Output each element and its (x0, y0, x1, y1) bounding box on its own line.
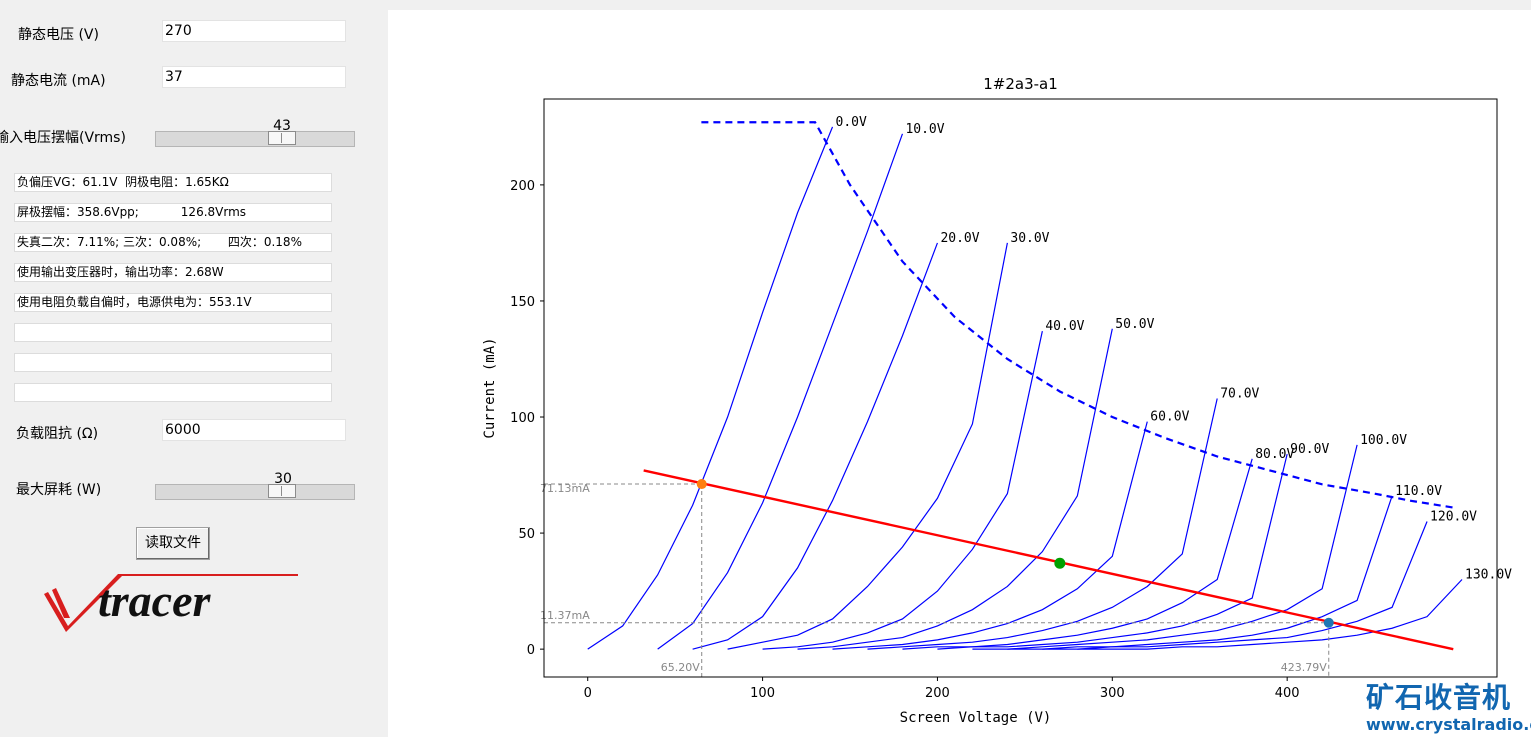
curve-label-70.0V: 70.0V (1220, 386, 1259, 401)
curve-label-10.0V: 10.0V (905, 122, 944, 137)
y-axis-label: Current (mA) (482, 337, 498, 438)
result-supply-voltage: 使用电阻负载自偏时，电源供电为：553.1V (14, 293, 332, 312)
curve-80.0V (902, 458, 1253, 650)
load-line (643, 469, 1454, 651)
curve-40.0V (762, 331, 1043, 650)
max-dissipation-label: 最大屏耗 (W) (16, 482, 102, 498)
logo-text: tracer (98, 575, 212, 626)
watermark: 矿石收音机 www.crystalradio.cn (1360, 676, 1531, 737)
annot-i-min: 11.37mA (540, 609, 590, 622)
y-tick-label-150: 150 (510, 295, 535, 310)
axes-frame (543, 98, 1498, 678)
plot-area: 1#2a3-a1 0.0V 10.0V 20.0V 30.0V 40.0V 50.0V 60.… (388, 10, 1531, 737)
result-distortion: 失真二次：7.11%; 三次：0.08%; 四次：0.18% (14, 233, 332, 252)
curve-90.0V (937, 454, 1288, 650)
curve-label-100.0V: 100.0V (1360, 433, 1407, 448)
max-dissipation-value: 30 (274, 471, 292, 487)
curve-label-40.0V: 40.0V (1045, 319, 1084, 334)
read-file-button[interactable]: 读取文件 (136, 527, 210, 560)
max-dissipation-curve (701, 121, 1454, 509)
curve-label-110.0V: 110.0V (1395, 484, 1442, 499)
curve-120.0V (1042, 521, 1428, 650)
q-point (1054, 557, 1066, 569)
logo-v-mark (44, 574, 298, 632)
x-tick-label-400: 400 (1275, 686, 1300, 701)
control-panel: 静态电压 (V) 270 静态电流 (mA) 37 输入电压摆幅(Vrms) 4… (0, 0, 388, 737)
input-swing-thumb[interactable] (268, 131, 296, 145)
result-output-power: 使用输出变压器时，输出功率：2.68W (14, 263, 332, 282)
curve-30.0V (727, 242, 1008, 650)
quiescent-current-input[interactable]: 37 (162, 66, 346, 88)
result-plate-swing: 屏极摆幅：358.6Vpp; 126.8Vrms (14, 203, 332, 222)
quiescent-voltage-label: 静态电压 (V) (18, 27, 99, 43)
result-bias: 负偏压VG：61.1V 阴极电阻：1.65KΩ (14, 173, 332, 192)
y-tick-label-100: 100 (510, 411, 535, 426)
swing-point-max (696, 479, 707, 490)
x-tick-label-300: 300 (1100, 686, 1125, 701)
x-tick-label-0: 0 (584, 686, 592, 701)
annot-i-max: 71.13mA (540, 482, 590, 495)
input-swing-slider[interactable]: 43 (155, 118, 355, 148)
curve-label-20.0V: 20.0V (940, 231, 979, 246)
curve-10.0V (657, 133, 904, 650)
x-tick-label-200: 200 (925, 686, 950, 701)
chart-title: 1#2a3-a1 (983, 75, 1058, 93)
result-empty-1 (14, 323, 332, 342)
curve-label-120.0V: 120.0V (1430, 509, 1477, 524)
input-swing-value: 43 (273, 118, 291, 134)
vtracer-logo: tracer (44, 574, 298, 632)
input-swing-track[interactable] (155, 131, 355, 147)
swing-point-min (1323, 617, 1334, 628)
curve-label-80.0V: 80.0V (1255, 447, 1294, 462)
result-empty-3 (14, 383, 332, 402)
max-dissipation-slider[interactable]: 30 (155, 471, 355, 501)
max-dissipation-thumb[interactable] (268, 484, 296, 498)
annot-v-max: 423.79V (1281, 661, 1327, 674)
load-impedance-input[interactable]: 6000 (162, 419, 346, 441)
curve-130.0V (1077, 579, 1463, 650)
curve-100.0V (972, 444, 1358, 650)
annot-v-min: 65.20V (661, 661, 700, 674)
y-tick-label-200: 200 (510, 179, 535, 194)
curve-label-90.0V: 90.0V (1290, 442, 1329, 457)
input-swing-label: 输入电压摆幅(Vrms) (0, 130, 126, 146)
curve-label-60.0V: 60.0V (1150, 410, 1189, 425)
watermark-name: 矿石收音机 (1366, 681, 1512, 714)
chart-svg: 1#2a3-a1 0.0V 10.0V 20.0V 30.0V 40.0V 50.0V 60.… (482, 75, 1512, 726)
load-impedance-label: 负载阻抗 (Ω) (16, 426, 99, 442)
result-empty-2 (14, 353, 332, 372)
curve-0.0V (587, 126, 834, 650)
max-dissipation-track[interactable] (155, 484, 355, 500)
curve-label-50.0V: 50.0V (1115, 317, 1154, 332)
quiescent-voltage-input[interactable]: 270 (162, 20, 346, 42)
curve-110.0V (1007, 495, 1393, 650)
curve-label-0.0V: 0.0V (836, 115, 867, 130)
curve-70.0V (867, 398, 1218, 650)
curve-50.0V (797, 328, 1113, 650)
watermark-url: www.crystalradio.cn (1366, 715, 1531, 734)
x-tick-label-100: 100 (750, 686, 775, 701)
quiescent-current-label: 静态电流 (mA) (11, 73, 106, 89)
x-axis-label: Screen Voltage (V) (900, 710, 1052, 726)
y-tick-label-50: 50 (518, 527, 535, 542)
curve-label-130.0V: 130.0V (1465, 568, 1512, 583)
curve-20.0V (692, 242, 939, 650)
curve-label-30.0V: 30.0V (1010, 231, 1049, 246)
y-tick-label-0: 0 (527, 643, 535, 658)
curve-60.0V (832, 421, 1148, 650)
logo-v-accent (52, 588, 70, 618)
